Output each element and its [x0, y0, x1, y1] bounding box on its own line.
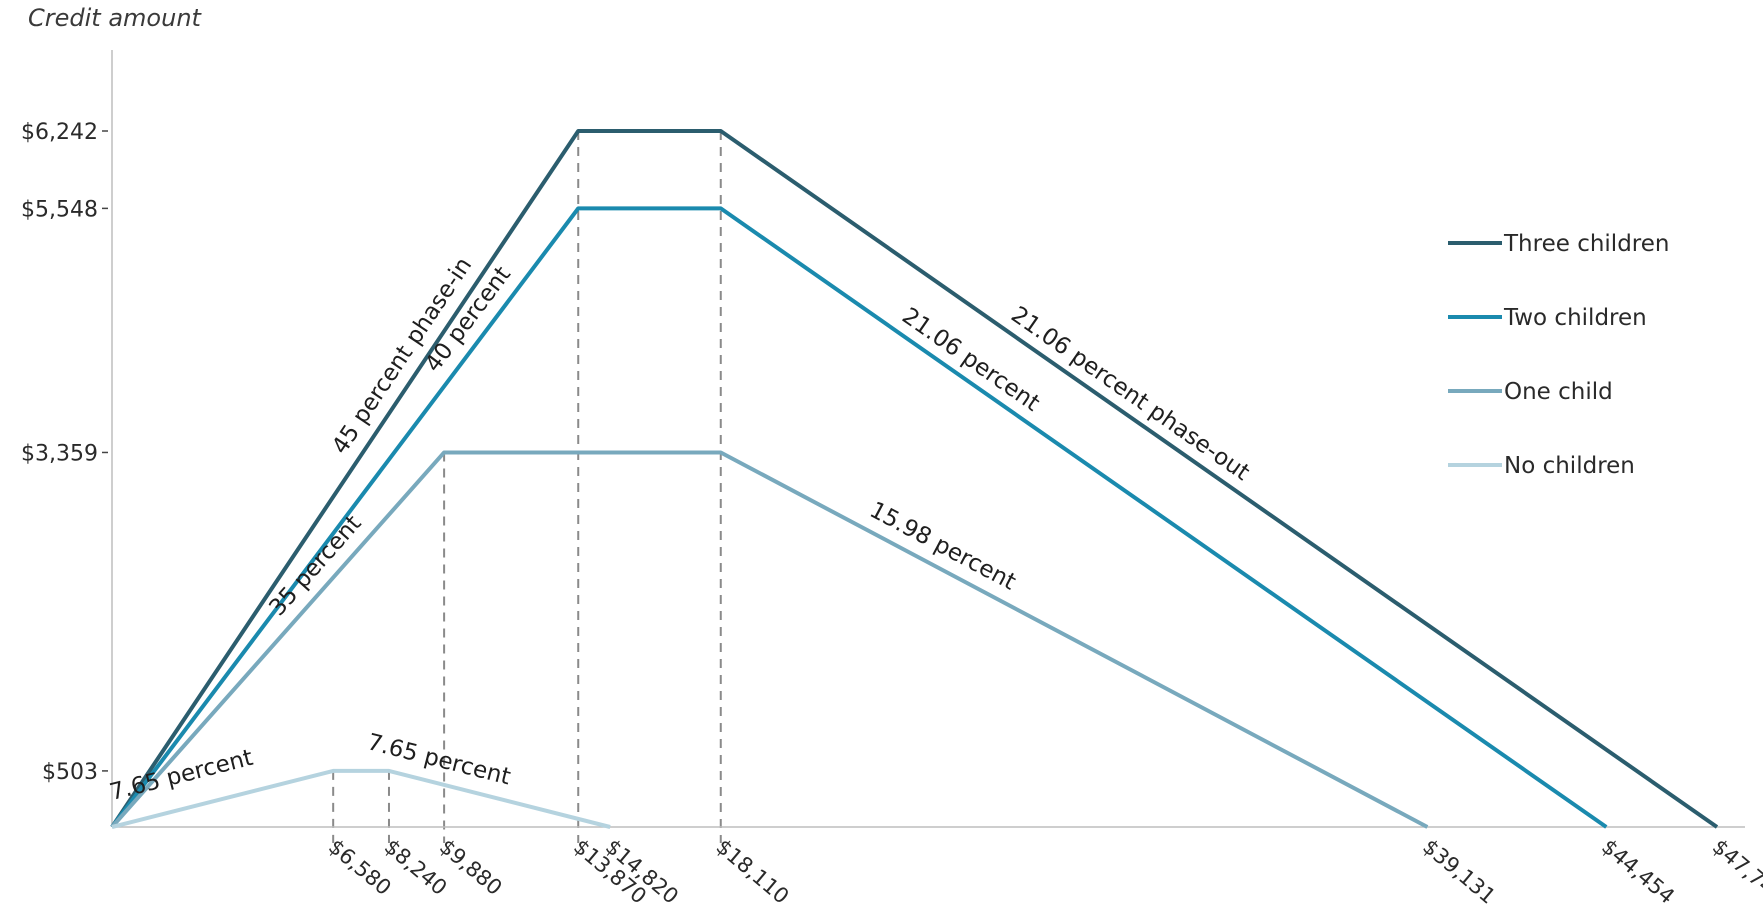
legend-label: One child [1504, 379, 1613, 405]
x-tick-label: $18,110 [712, 834, 794, 908]
legend-label: Two children [1503, 305, 1647, 331]
series-line-no-children [111, 768, 611, 829]
x-tick-label: $6,580 [324, 834, 396, 900]
series-line-three-children [110, 129, 1719, 829]
y-tick-label: $6,242 [21, 120, 98, 145]
x-tick-label: $39,131 [1418, 834, 1500, 908]
y-axis-title: Credit amount [28, 4, 203, 32]
x-tick-label: $9,880 [435, 834, 507, 900]
y-tick-label: $5,548 [21, 197, 98, 222]
x-tick-label: $47,747 [1708, 834, 1763, 908]
y-tick-label: $503 [42, 760, 98, 785]
legend-label: Three children [1503, 231, 1669, 257]
rate-annotation: 15.98 percent [865, 497, 1020, 595]
rate-annotation: 35 percent [264, 511, 366, 622]
x-tick-label: $8,240 [380, 834, 452, 900]
x-tick-label: $44,454 [1597, 834, 1679, 908]
rate-annotation: 7.65 percent [365, 729, 514, 790]
y-tick-label: $3,359 [21, 441, 98, 466]
legend-label: No children [1504, 453, 1635, 479]
series-line-one-child [110, 450, 1429, 829]
series-line-two-children [110, 206, 1608, 829]
